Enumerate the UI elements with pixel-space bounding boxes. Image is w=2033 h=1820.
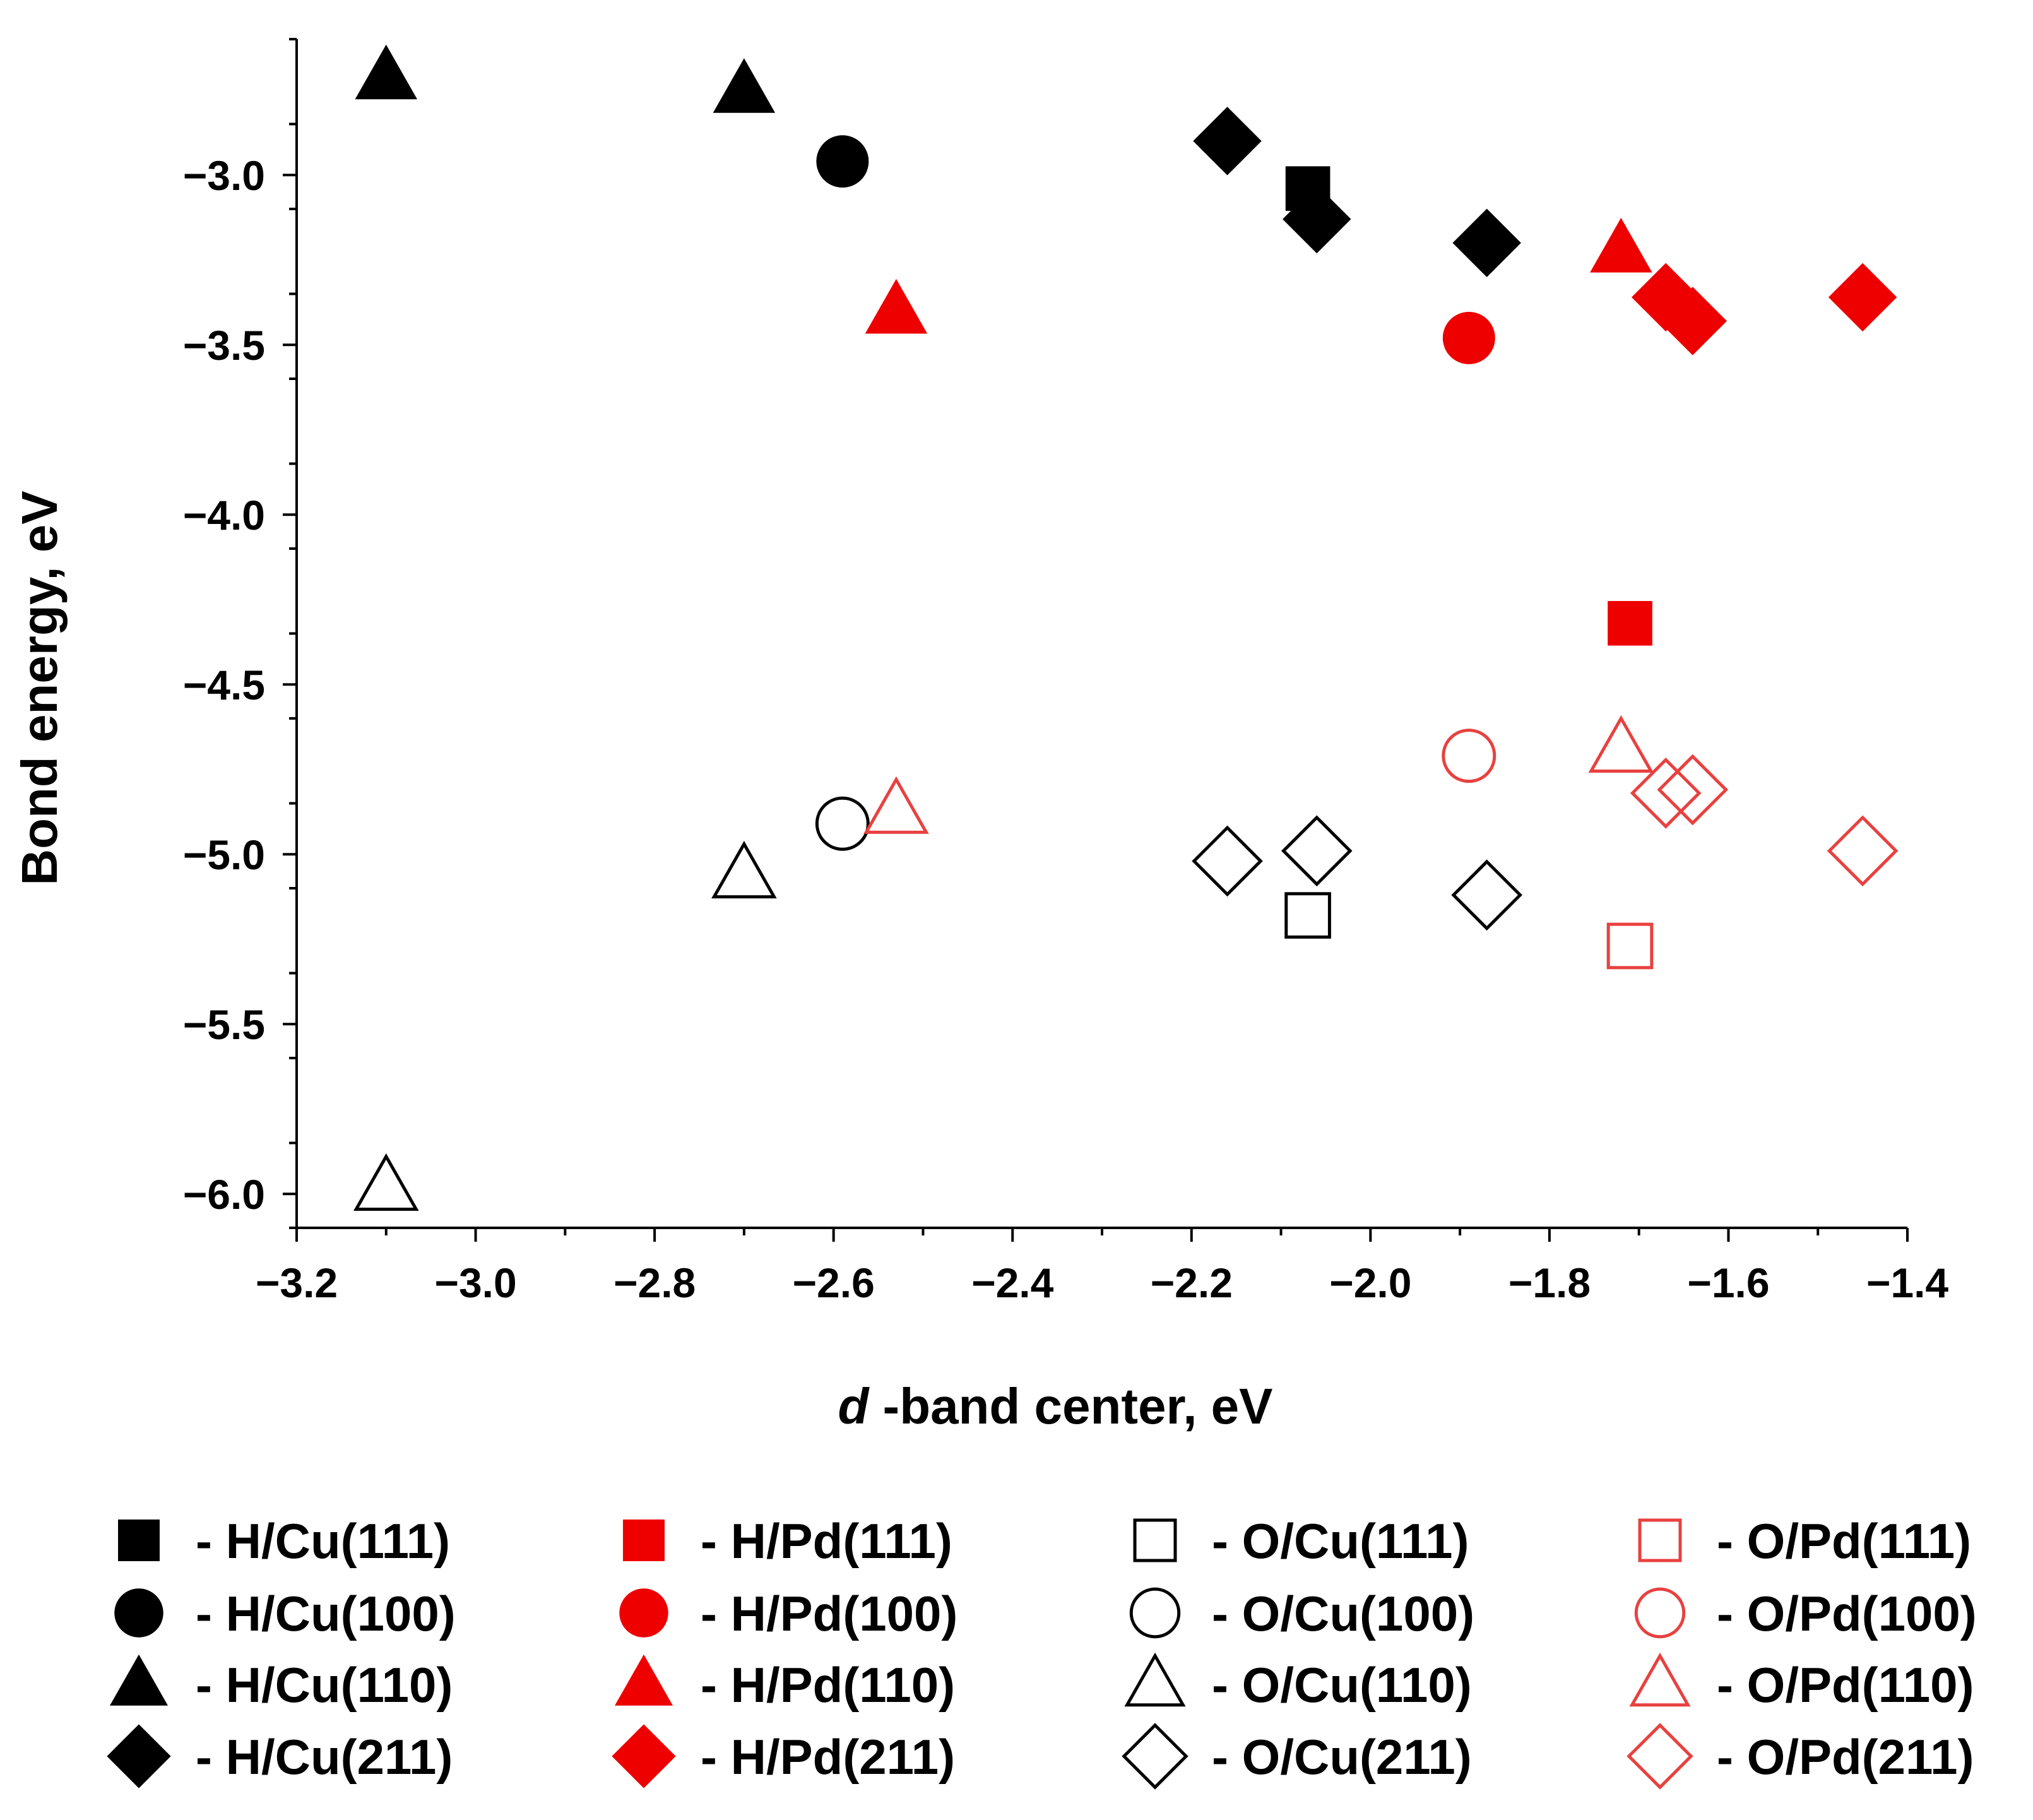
x-tick-label: −3.2 <box>256 1259 338 1306</box>
y-tick-label: −3.5 <box>183 322 265 369</box>
point-h-cu-100 <box>816 135 869 188</box>
legend-marker-o-pd-100 <box>1634 1587 1686 1639</box>
point-o-pd-110 <box>1588 715 1654 773</box>
y-tick-label: −5.5 <box>183 1001 265 1048</box>
x-tick-label: −2.2 <box>1151 1259 1233 1306</box>
legend-marker-o-pd-211 <box>1627 1723 1693 1790</box>
x-tick-label: −1.4 <box>1866 1259 1949 1306</box>
point-h-cu-211 <box>1283 184 1351 254</box>
legend-label-h-cu-110: - H/Cu(110) <box>196 1657 453 1713</box>
point-h-pd-110 <box>1590 218 1652 273</box>
y-tick-label: −3.0 <box>183 152 265 199</box>
legend-label-h-cu-211: - H/Cu(211) <box>196 1729 453 1785</box>
point-h-pd-211 <box>1828 263 1897 332</box>
point-h-pd-211 <box>1631 263 1700 332</box>
legend-marker-h-pd-110 <box>615 1654 673 1706</box>
legend-marker-h-cu-110 <box>110 1654 168 1706</box>
x-tick-label: −1.8 <box>1508 1259 1591 1306</box>
point-o-cu-110 <box>353 1153 419 1211</box>
point-h-pd-211 <box>1658 287 1727 355</box>
x-tick-label: −2.0 <box>1329 1259 1411 1306</box>
point-o-pd-211 <box>1827 815 1899 887</box>
legend-marker-o-cu-100 <box>1129 1587 1181 1639</box>
legend-label-o-pd-100: - O/Pd(100) <box>1717 1586 1977 1641</box>
point-o-cu-111 <box>1284 892 1331 939</box>
legend-marker-o-pd-110 <box>1629 1652 1691 1707</box>
legend-label-o-pd-110: - O/Pd(110) <box>1717 1657 1974 1713</box>
point-o-pd-100 <box>1442 729 1497 783</box>
legend-label-h-pd-100: - H/Pd(100) <box>701 1586 957 1641</box>
point-o-pd-211 <box>1630 758 1702 829</box>
legend-label-h-pd-111: - H/Pd(111) <box>701 1513 952 1569</box>
legend-marker-o-pd-111 <box>1638 1518 1682 1562</box>
legend-label-h-cu-111: - H/Cu(111) <box>196 1513 450 1569</box>
legend-marker-h-cu-111 <box>118 1520 160 1561</box>
x-tick-label: −2.4 <box>971 1259 1054 1306</box>
x-tick-label: −3.0 <box>434 1259 516 1306</box>
point-h-cu-110 <box>355 44 418 100</box>
point-o-cu-211 <box>1451 859 1522 931</box>
point-h-pd-111 <box>1608 601 1652 646</box>
legend-label-h-pd-211: - H/Pd(211) <box>701 1729 955 1785</box>
legend-marker-h-cu-211 <box>107 1724 171 1788</box>
legend-label-o-cu-100: - O/Cu(100) <box>1212 1586 1474 1641</box>
x-tick-label: −2.6 <box>793 1259 875 1306</box>
legend-label-o-pd-211: - O/Pd(211) <box>1717 1729 1974 1785</box>
point-h-cu-211 <box>1452 208 1521 278</box>
point-h-cu-110 <box>713 58 776 113</box>
point-o-cu-211 <box>1192 825 1263 897</box>
y-tick-label: −4.5 <box>183 662 265 708</box>
legend-marker-h-cu-100 <box>114 1588 163 1638</box>
y-axis-title: Bond energy, eV <box>11 491 68 885</box>
legend-marker-h-pd-111 <box>623 1520 665 1561</box>
point-o-pd-110 <box>863 776 929 834</box>
y-tick-label: −5.0 <box>183 831 265 878</box>
legend-marker-o-cu-110 <box>1124 1652 1186 1707</box>
legend-marker-h-pd-211 <box>612 1724 676 1788</box>
x-axis-title-italic: d <box>838 1378 870 1434</box>
point-o-cu-211 <box>1281 815 1353 887</box>
x-tick-label: −1.6 <box>1687 1259 1769 1306</box>
legend-marker-o-cu-111 <box>1133 1518 1177 1562</box>
y-tick-label: −4.0 <box>183 492 265 538</box>
point-h-cu-211 <box>1193 107 1262 175</box>
legend: - H/Cu(111) - H/Cu(100) - H/Cu(110) - H/Cu(… <box>107 1513 1977 1790</box>
legend-marker-h-pd-100 <box>619 1588 668 1638</box>
point-o-cu-100 <box>815 796 870 851</box>
legend-label-o-cu-211: - O/Cu(211) <box>1212 1729 1472 1785</box>
point-o-pd-111 <box>1606 922 1654 970</box>
legend-label-h-cu-100: - H/Cu(100) <box>196 1586 456 1641</box>
legend-label-o-pd-111: - O/Pd(111) <box>1717 1513 1971 1569</box>
point-h-pd-100 <box>1442 311 1495 364</box>
x-axis-title: d -band center, eV <box>838 1378 1272 1434</box>
legend-label-o-cu-111: - O/Cu(111) <box>1212 1513 1469 1569</box>
y-tick-label: −6.0 <box>183 1171 265 1218</box>
axes: −3.2 −3.0 −2.8 −2.6 −2.4 −2.2 −2.0 −1.8 −1.6 −1.4… <box>183 38 1949 1306</box>
point-o-cu-110 <box>711 840 777 899</box>
point-o-pd-211 <box>1657 754 1729 826</box>
legend-marker-o-cu-211 <box>1122 1723 1188 1790</box>
x-axis-title-rest: -band center, eV <box>868 1378 1272 1434</box>
legend-label-o-cu-110: - O/Cu(110) <box>1212 1657 1472 1713</box>
point-h-pd-110 <box>865 278 928 334</box>
x-tick-label: −2.8 <box>613 1259 696 1306</box>
data-points <box>353 44 1899 1211</box>
legend-label-h-pd-110: - H/Pd(110) <box>701 1657 955 1713</box>
